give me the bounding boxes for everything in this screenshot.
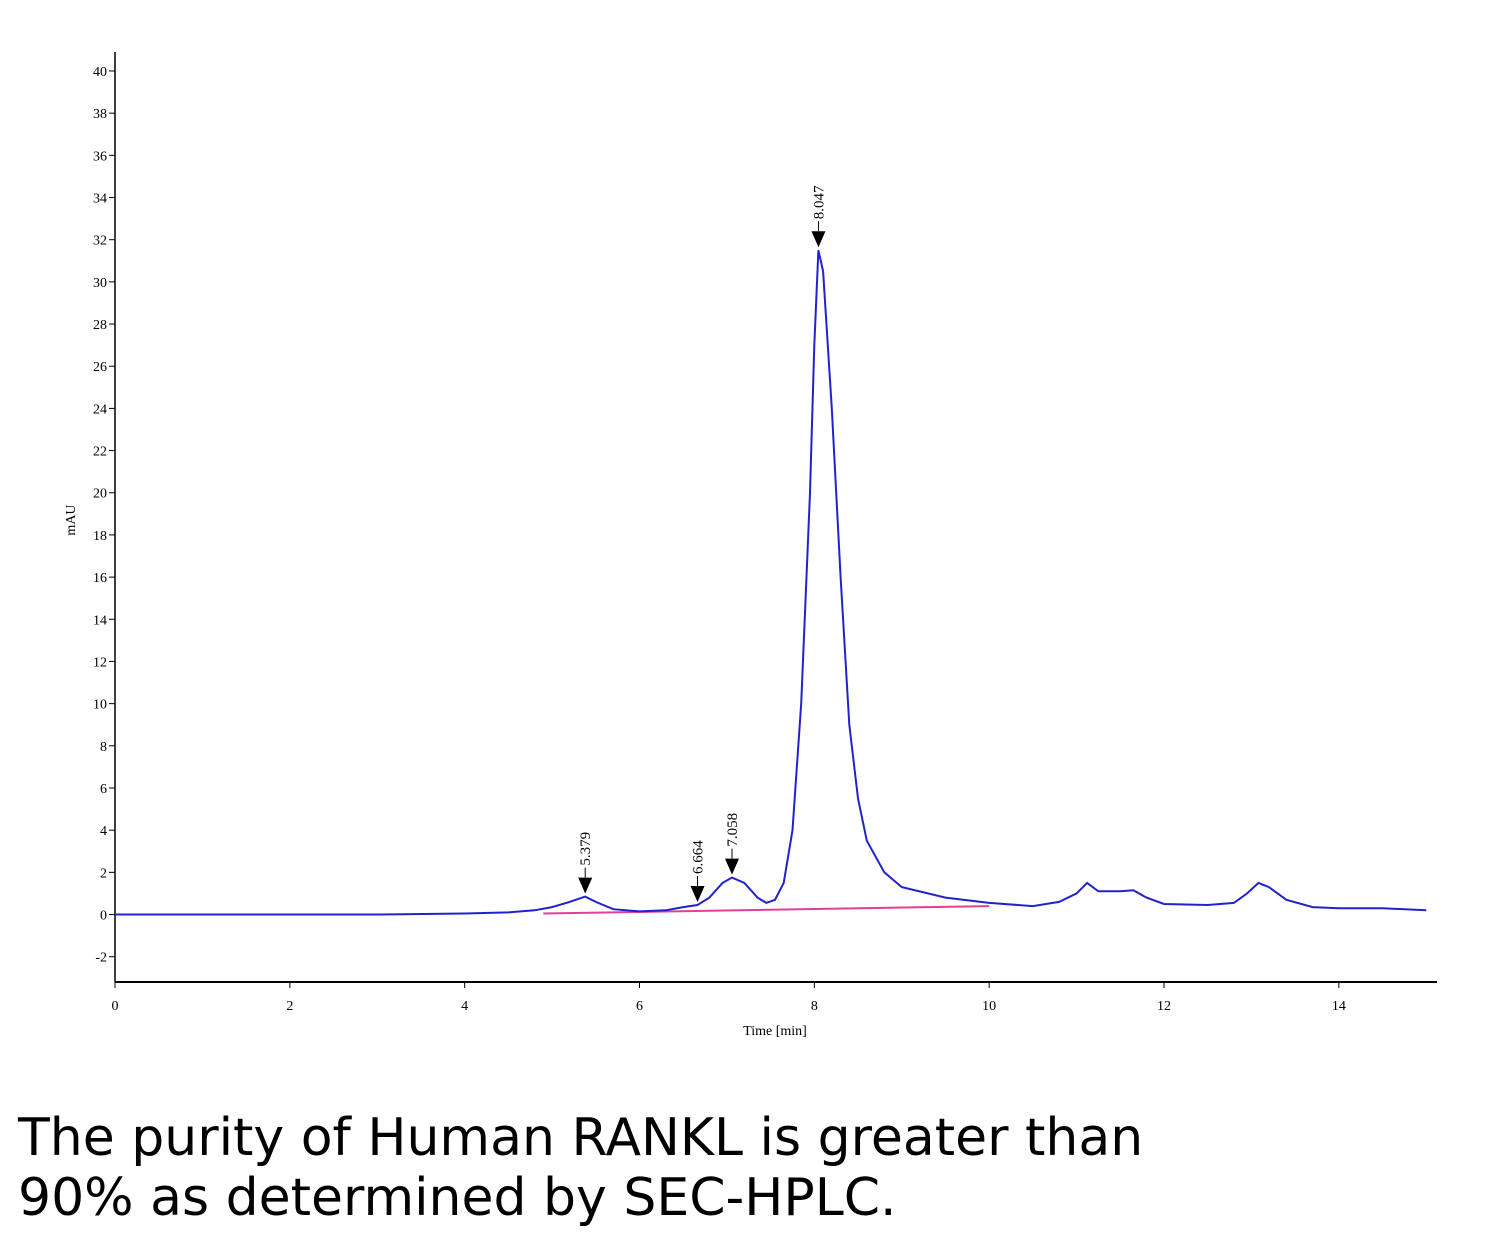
caption-line: The purity of Human RANKL is greater tha…: [18, 1108, 1144, 1168]
peak-marker: [724, 858, 739, 875]
peak-label: 8.047: [811, 185, 827, 219]
peak-label: 7.058: [725, 813, 741, 847]
y-tick-label: 38: [93, 107, 107, 122]
y-tick-label: 8: [100, 740, 107, 755]
peak-marker: [811, 231, 826, 248]
y-tick-label: 32: [93, 234, 107, 249]
y-tick-label: 28: [93, 318, 107, 333]
caption-line: 90% as determined by SEC-HPLC.: [18, 1168, 897, 1228]
x-tick-label: 4: [461, 999, 468, 1014]
caption: The purity of Human RANKL is greater tha…: [18, 1108, 1143, 1228]
y-tick-label: 36: [93, 149, 107, 164]
y-tick-label: 40: [93, 65, 107, 80]
x-tick-label: 8: [811, 999, 818, 1014]
y-tick-label: 18: [93, 529, 107, 544]
peak-label: 5.379: [578, 832, 594, 866]
y-tick-label: 14: [93, 613, 107, 628]
y-tick-label: 2: [100, 866, 107, 881]
y-tick-label: 26: [93, 360, 107, 375]
x-tick-label: 14: [1332, 999, 1346, 1014]
x-tick-label: 10: [982, 999, 996, 1014]
y-tick-label: 10: [93, 698, 107, 713]
x-axis-label: Time [min]: [743, 1024, 807, 1039]
y-tick-label: 0: [100, 909, 107, 924]
x-tick-label: 6: [636, 999, 643, 1014]
trace: [115, 249, 1427, 916]
chart: Time [min] mAU -202468101214161820222426…: [64, 52, 1437, 1039]
x-tick-label: 0: [112, 999, 119, 1014]
y-tick-label: 24: [93, 402, 107, 417]
y-tick-label: -2: [95, 951, 107, 966]
x-tick-label: 12: [1157, 999, 1171, 1014]
x-tick-label: 2: [286, 999, 293, 1014]
trace: [543, 905, 990, 915]
y-tick-label: 34: [93, 192, 107, 207]
y-tick-label: 6: [100, 782, 107, 797]
peak-label: 6.664: [691, 840, 707, 874]
y-tick-label: 12: [93, 655, 107, 670]
y-tick-label: 20: [93, 487, 107, 502]
y-tick-label: 22: [93, 445, 107, 460]
y-tick-label: 4: [100, 824, 107, 839]
y-tick-label: 30: [93, 276, 107, 291]
peak-marker: [578, 877, 593, 894]
y-tick-label: 16: [93, 571, 107, 586]
peak-marker: [690, 886, 705, 903]
y-axis-label: mAU: [64, 504, 79, 535]
